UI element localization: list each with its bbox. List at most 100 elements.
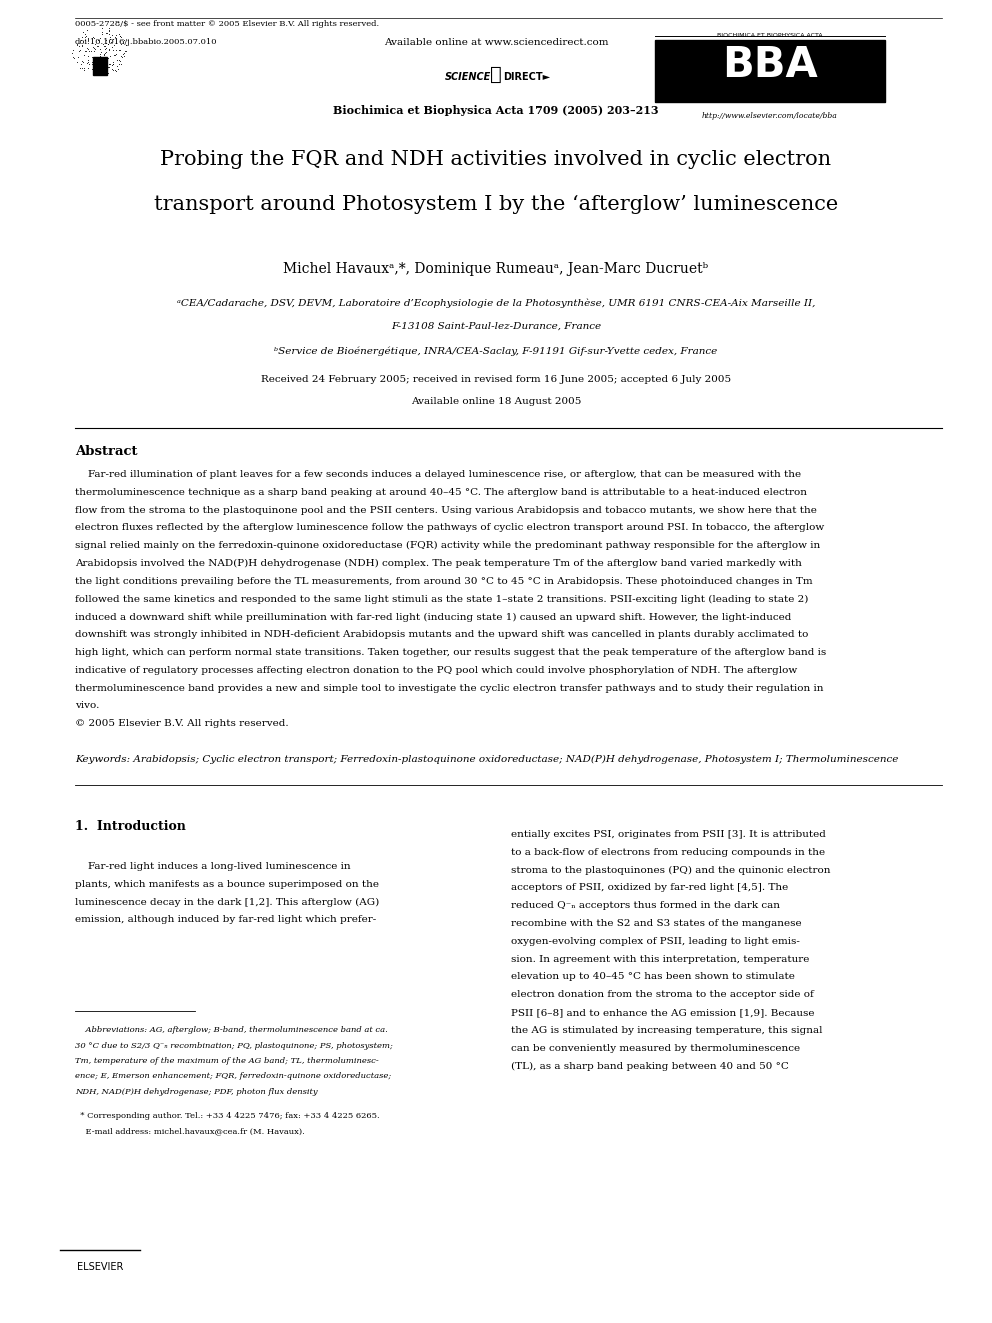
- Point: [105, 45, 121, 66]
- Text: high light, which can perform normal state transitions. Taken together, our resu: high light, which can perform normal sta…: [75, 648, 826, 658]
- Point: [104, 36, 120, 57]
- Point: [101, 40, 117, 61]
- Point: [83, 40, 99, 61]
- Text: 0005-2728/$ - see front matter © 2005 Elsevier B.V. All rights reserved.: 0005-2728/$ - see front matter © 2005 El…: [75, 20, 379, 28]
- Point: [88, 50, 104, 71]
- Point: [91, 38, 107, 60]
- Point: [65, 46, 81, 67]
- Point: [99, 64, 115, 85]
- Text: ᵇService de Bioénergétique, INRA/CEA-Saclay, F-91191 Gif-sur-Yvette cedex, Franc: ᵇService de Bioénergétique, INRA/CEA-Sac…: [275, 347, 717, 356]
- Text: Probing the FQR and NDH activities involved in cyclic electron: Probing the FQR and NDH activities invol…: [161, 149, 831, 169]
- Point: [93, 42, 109, 64]
- Text: SCIENCE: SCIENCE: [444, 71, 491, 82]
- Point: [102, 26, 118, 48]
- Point: [90, 36, 106, 57]
- Point: [116, 29, 132, 50]
- Text: reduced Q⁻ₙ acceptors thus formed in the dark can: reduced Q⁻ₙ acceptors thus formed in the…: [511, 901, 780, 910]
- Point: [86, 28, 102, 49]
- Point: [116, 42, 132, 64]
- Point: [100, 33, 116, 54]
- Point: [74, 52, 90, 73]
- Point: [81, 41, 97, 62]
- Point: [113, 53, 129, 74]
- Point: [69, 46, 85, 67]
- Point: [86, 41, 102, 62]
- Point: [117, 40, 133, 61]
- Point: [89, 34, 105, 56]
- Point: [108, 61, 124, 82]
- Point: [112, 40, 128, 61]
- Point: [74, 34, 90, 56]
- Text: plants, which manifests as a bounce superimposed on the: plants, which manifests as a bounce supe…: [75, 880, 379, 889]
- Point: [73, 26, 89, 48]
- Point: [86, 62, 102, 83]
- Point: [80, 29, 96, 50]
- Point: [74, 36, 90, 57]
- Text: thermoluminescence band provides a new and simple tool to investigate the cyclic: thermoluminescence band provides a new a…: [75, 684, 823, 693]
- Bar: [655, 40, 885, 102]
- Text: induced a downward shift while preillumination with far-red light (inducing stat: induced a downward shift while preillumi…: [75, 613, 792, 622]
- Point: [74, 50, 90, 71]
- Point: [94, 21, 110, 42]
- Point: [73, 53, 89, 74]
- Point: [97, 49, 113, 70]
- Text: ᵃCEA/Cadarache, DSV, DEVM, Laboratoire d’Ecophysiologie de la Photosynthèse, UMR: ᵃCEA/Cadarache, DSV, DEVM, Laboratoire d…: [177, 298, 815, 307]
- Point: [97, 36, 113, 57]
- Point: [78, 25, 94, 46]
- Point: [116, 46, 132, 67]
- Text: entially excites PSI, originates from PSII [3]. It is attributed: entially excites PSI, originates from PS…: [511, 830, 826, 839]
- Point: [113, 33, 129, 54]
- Point: [90, 65, 106, 86]
- Point: [94, 58, 110, 79]
- Point: [98, 42, 114, 64]
- Point: [100, 33, 116, 54]
- Point: [105, 40, 121, 61]
- Text: downshift was strongly inhibited in NDH-deficient Arabidopsis mutants and the up: downshift was strongly inhibited in NDH-…: [75, 630, 808, 639]
- Text: flow from the stroma to the plastoquinone pool and the PSII centers. Using vario: flow from the stroma to the plastoquinon…: [75, 505, 816, 515]
- Text: sion. In agreement with this interpretation, temperature: sion. In agreement with this interpretat…: [511, 955, 809, 963]
- Point: [112, 50, 128, 71]
- Text: electron donation from the stroma to the acceptor side of: electron donation from the stroma to the…: [511, 990, 813, 999]
- Point: [88, 53, 104, 74]
- Point: [111, 24, 127, 45]
- Point: [101, 17, 117, 38]
- Point: [105, 53, 121, 74]
- Point: [71, 41, 87, 62]
- Point: [76, 60, 92, 81]
- Point: [84, 52, 100, 73]
- Text: Abbreviations: AG, afterglow; B-band, thermoluminescence band at ca.: Abbreviations: AG, afterglow; B-band, th…: [75, 1027, 388, 1035]
- Point: [93, 60, 109, 81]
- Text: recombine with the S2 and S3 states of the manganese: recombine with the S2 and S3 states of t…: [511, 919, 802, 927]
- Text: indicative of regulatory processes affecting electron donation to the PQ pool wh: indicative of regulatory processes affec…: [75, 665, 798, 675]
- Point: [92, 28, 108, 49]
- Point: [107, 60, 123, 81]
- Point: [75, 45, 91, 66]
- Text: followed the same kinetics and responded to the same light stimuli as the state : followed the same kinetics and responded…: [75, 594, 808, 603]
- Text: (TL), as a sharp band peaking between 40 and 50 °C: (TL), as a sharp band peaking between 40…: [511, 1061, 789, 1070]
- Text: 1.  Introduction: 1. Introduction: [75, 820, 186, 833]
- Point: [68, 52, 84, 73]
- Point: [96, 42, 112, 64]
- Point: [77, 41, 93, 62]
- Point: [99, 57, 115, 78]
- Point: [78, 20, 94, 41]
- Text: BIOCHIMICA ET BIOPHYSICA ACTA: BIOCHIMICA ET BIOPHYSICA ACTA: [717, 33, 822, 38]
- Text: PSII [6–8] and to enhance the AG emission [1,9]. Because: PSII [6–8] and to enhance the AG emissio…: [511, 1008, 814, 1017]
- Point: [81, 54, 97, 75]
- Text: thermoluminescence technique as a sharp band peaking at around 40–45 °C. The aft: thermoluminescence technique as a sharp …: [75, 488, 807, 497]
- Text: * Corresponding author. Tel.: +33 4 4225 7476; fax: +33 4 4225 6265.: * Corresponding author. Tel.: +33 4 4225…: [75, 1111, 380, 1119]
- Point: [71, 57, 87, 78]
- Text: Available online at www.sciencedirect.com: Available online at www.sciencedirect.co…: [384, 38, 608, 48]
- Text: Received 24 February 2005; received in revised form 16 June 2005; accepted 6 Jul: Received 24 February 2005; received in r…: [261, 374, 731, 384]
- Point: [113, 26, 129, 48]
- Point: [105, 60, 121, 81]
- Point: [96, 34, 112, 56]
- Text: F-13108 Saint-Paul-lez-Durance, France: F-13108 Saint-Paul-lez-Durance, France: [391, 321, 601, 331]
- Point: [84, 46, 100, 67]
- Point: [64, 42, 80, 64]
- Text: 30 °C due to S2/3 Q⁻ₙ recombination; PQ, plastoquinone; PS, photosystem;: 30 °C due to S2/3 Q⁻ₙ recombination; PQ,…: [75, 1041, 393, 1049]
- Point: [101, 20, 117, 41]
- Point: [75, 21, 91, 42]
- Text: luminescence decay in the dark [1,2]. This afterglow (AG): luminescence decay in the dark [1,2]. Th…: [75, 897, 379, 906]
- Point: [79, 50, 95, 71]
